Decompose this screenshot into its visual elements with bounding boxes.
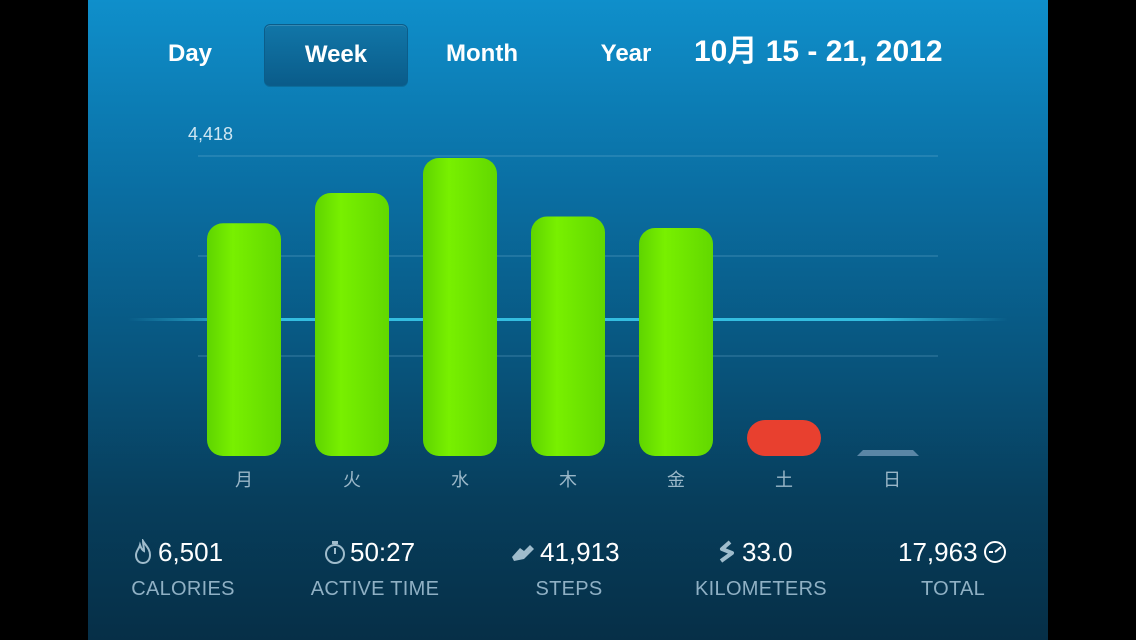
tab-week[interactable]: Week (264, 24, 408, 86)
active-time-label: ACTIVE TIME (310, 578, 440, 600)
x-tick-label: 木 (559, 470, 577, 491)
active-time-value: 50:27 (350, 536, 416, 567)
bar-1[interactable] (207, 223, 281, 456)
total-value: 17,963 (898, 536, 978, 567)
stopwatch-icon (325, 541, 345, 564)
steps-stat: 41,913 (510, 534, 620, 570)
fuel-icon (983, 541, 1006, 563)
tab-year[interactable]: Year (600, 40, 652, 67)
x-tick-label: 土 (775, 470, 793, 491)
active-time-stat: 50:27 (324, 534, 415, 570)
shoe-icon (512, 545, 534, 561)
weekly-bar-chart: 4,418 月 火 水 木 金 土 日 (128, 124, 1008, 491)
bar-2[interactable] (315, 192, 389, 456)
steps-value: 41,913 (540, 536, 620, 567)
path-icon (719, 540, 734, 563)
kilometers-label: KILOMETERS (695, 578, 827, 600)
x-tick-label: 水 (451, 470, 469, 491)
total-label: TOTAL (920, 578, 986, 600)
bar-5[interactable] (639, 228, 713, 456)
total-stat: 17,963 (898, 534, 1008, 570)
calories-label: CALORIES (131, 578, 235, 600)
max-value-label: 4,418 (188, 124, 233, 144)
bar-6[interactable] (747, 420, 821, 456)
date-range-title: 10月 15 - 21, 2012 (694, 35, 943, 68)
steps-label: STEPS (535, 578, 603, 600)
x-tick-label: 日 (883, 470, 901, 491)
tab-day[interactable]: Day (167, 40, 213, 67)
x-tick-label: 月 (235, 470, 253, 491)
kilometers-stat: 33.0 (716, 534, 793, 570)
bar-4[interactable] (531, 216, 605, 456)
calories-value: 6,501 (158, 536, 224, 567)
flame-icon (134, 539, 152, 565)
bar-7[interactable] (857, 450, 919, 456)
calories-stat: 6,501 (132, 534, 223, 570)
tab-month[interactable]: Month (446, 40, 518, 67)
kilometers-value: 33.0 (742, 536, 793, 567)
activity-screen: Day Week Month Year 10月 15 - 21, 2012 4,… (88, 0, 1048, 640)
x-tick-label: 火 (343, 470, 361, 491)
bar-3[interactable] (423, 158, 497, 456)
x-tick-label: 金 (667, 470, 685, 491)
